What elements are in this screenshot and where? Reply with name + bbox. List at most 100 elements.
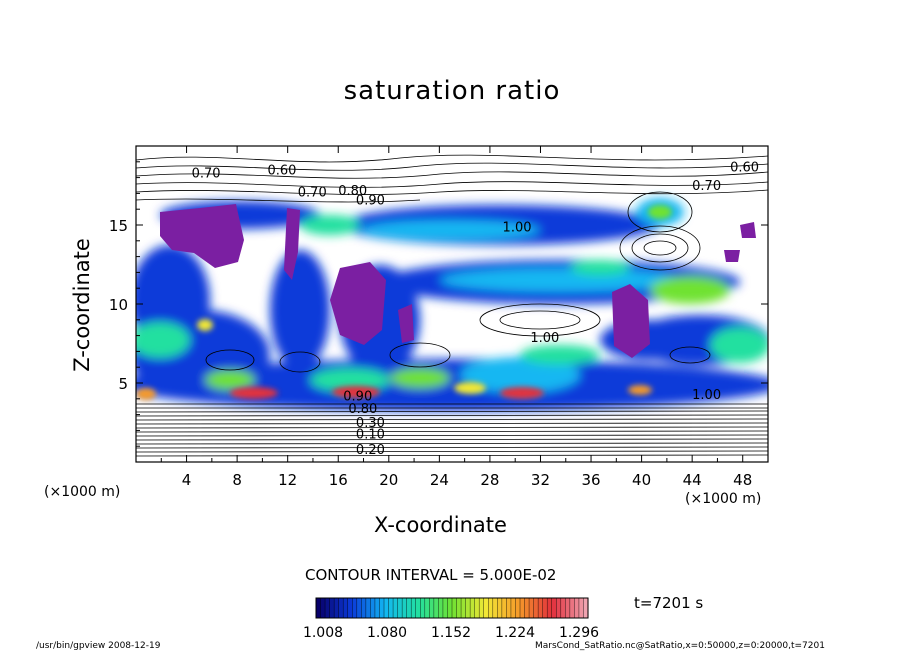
colorbar-tick-label: 1.152 [431, 625, 471, 641]
colorbar-cell [438, 598, 444, 618]
contour-label: 0.90 [356, 193, 385, 208]
x-tick-label: 20 [379, 471, 398, 489]
colorbar-cell [583, 598, 589, 618]
contour-label: 0.30 [356, 416, 385, 431]
x-tick-label: 32 [531, 471, 550, 489]
colorbar-cell [520, 598, 526, 618]
colorbar-cell [447, 598, 453, 618]
colorbar-cell [501, 598, 507, 618]
colorbar-cell [556, 598, 562, 618]
colorbar-cell [411, 598, 417, 618]
colorbar-cell [384, 598, 390, 618]
contour-interval-label: CONTOUR INTERVAL = 5.000E-02 [305, 566, 557, 584]
colorbar-cell [465, 598, 471, 618]
colorbar-cell [488, 598, 494, 618]
footer-source: MarsCond_SatRatio.nc@SatRatio,x=0:50000,… [535, 641, 825, 651]
x-tick-label: 4 [182, 471, 192, 489]
colorbar-cell [393, 598, 399, 618]
colorbar-tick-label: 1.008 [303, 625, 343, 641]
chart-title: saturation ratio [343, 76, 561, 106]
colorbar-cell [560, 598, 566, 618]
contour-label: 1.00 [530, 331, 559, 346]
colorbar-cell [452, 598, 458, 618]
contour-label: 0.80 [348, 402, 377, 417]
colorbar-cell [424, 598, 430, 618]
colorbar-cell [415, 598, 421, 618]
colorbar-cell [316, 598, 322, 618]
x-tick-label: 8 [232, 471, 242, 489]
footer-command: /usr/bin/gpview 2008-12-19 [36, 641, 161, 651]
colorbar-cell [574, 598, 580, 618]
contour-label: 0.70 [192, 167, 221, 182]
colorbar-cell [470, 598, 476, 618]
colorbar-cell [529, 598, 535, 618]
colorbar-cell [406, 598, 412, 618]
colorbar-cell [497, 598, 503, 618]
colorbar-cell [379, 598, 385, 618]
contour-lines [136, 154, 768, 457]
colorbar-cell [343, 598, 349, 618]
x-tick-label: 40 [632, 471, 651, 489]
colorbar-cell [474, 598, 480, 618]
y-tick-label: 15 [109, 217, 128, 235]
y-axis-label: Z-coordinate [70, 238, 94, 372]
colorbar-cell [492, 598, 498, 618]
colorbar-cell [551, 598, 557, 618]
x-tick-label: 44 [683, 471, 702, 489]
x-tick-label: 16 [329, 471, 348, 489]
contour-label: 0.90 [343, 389, 372, 404]
colorbar-tick-label: 1.224 [495, 625, 535, 641]
colorbar-tick-label: 1.080 [367, 625, 407, 641]
colorbar-cell [420, 598, 426, 618]
saturation-peaks [136, 205, 672, 400]
colorbar-cell [347, 598, 353, 618]
y-tick-label: 10 [109, 296, 128, 314]
colorbar-tick-label: 1.296 [559, 625, 599, 641]
contour-label: 0.70 [692, 179, 721, 194]
colorbar-cell [515, 598, 521, 618]
colorbar-cell [479, 598, 485, 618]
contour-label: 1.00 [503, 220, 532, 235]
colorbar-cell [320, 598, 326, 618]
colorbar-cell [483, 598, 489, 618]
colorbar-cell [433, 598, 439, 618]
contour-label: 0.60 [730, 160, 759, 175]
colorbar-cell [442, 598, 449, 618]
colorbar-cell [356, 598, 362, 618]
x-tick-label: 28 [480, 471, 499, 489]
colorbar-cell [374, 598, 381, 618]
x-tick-label: 48 [733, 471, 752, 489]
saturation-field [136, 198, 768, 411]
x-tick-label: 24 [430, 471, 449, 489]
colorbar-frame [315, 597, 589, 619]
colorbar-cell [338, 598, 344, 618]
colorbar-cell [365, 598, 371, 618]
colorbar-cell [429, 598, 435, 618]
colorbar-cell [329, 598, 335, 618]
x-tick-label: 12 [278, 471, 297, 489]
colorbar-cell [397, 598, 403, 618]
y-tick-label: 5 [118, 375, 128, 393]
supersaturation-max [160, 204, 756, 358]
colorbar-cell [542, 598, 548, 618]
colorbar-cell [388, 598, 394, 618]
x-axis-label: X-coordinate [374, 513, 507, 537]
contour-label: 0.20 [356, 443, 385, 458]
colorbar-cell [538, 598, 544, 618]
colorbar-cell [334, 598, 340, 618]
colorbar-cell [361, 598, 367, 618]
colorbar-cell [461, 598, 467, 618]
colorbar-cell [506, 598, 512, 618]
contour-label: 0.80 [338, 184, 367, 199]
colorbar-cell [456, 598, 462, 618]
colorbar-cell [524, 598, 530, 618]
colorbar-cell [533, 598, 539, 618]
contour-label: 0.60 [267, 163, 296, 178]
x-unit-label-left: (×1000 m) [44, 484, 121, 500]
colorbar-cell [569, 598, 575, 618]
colorbar-cell [565, 598, 571, 618]
x-unit-label-right: (×1000 m) [685, 491, 762, 507]
colorbar-cell [578, 598, 585, 618]
colorbar-cell [352, 598, 358, 618]
